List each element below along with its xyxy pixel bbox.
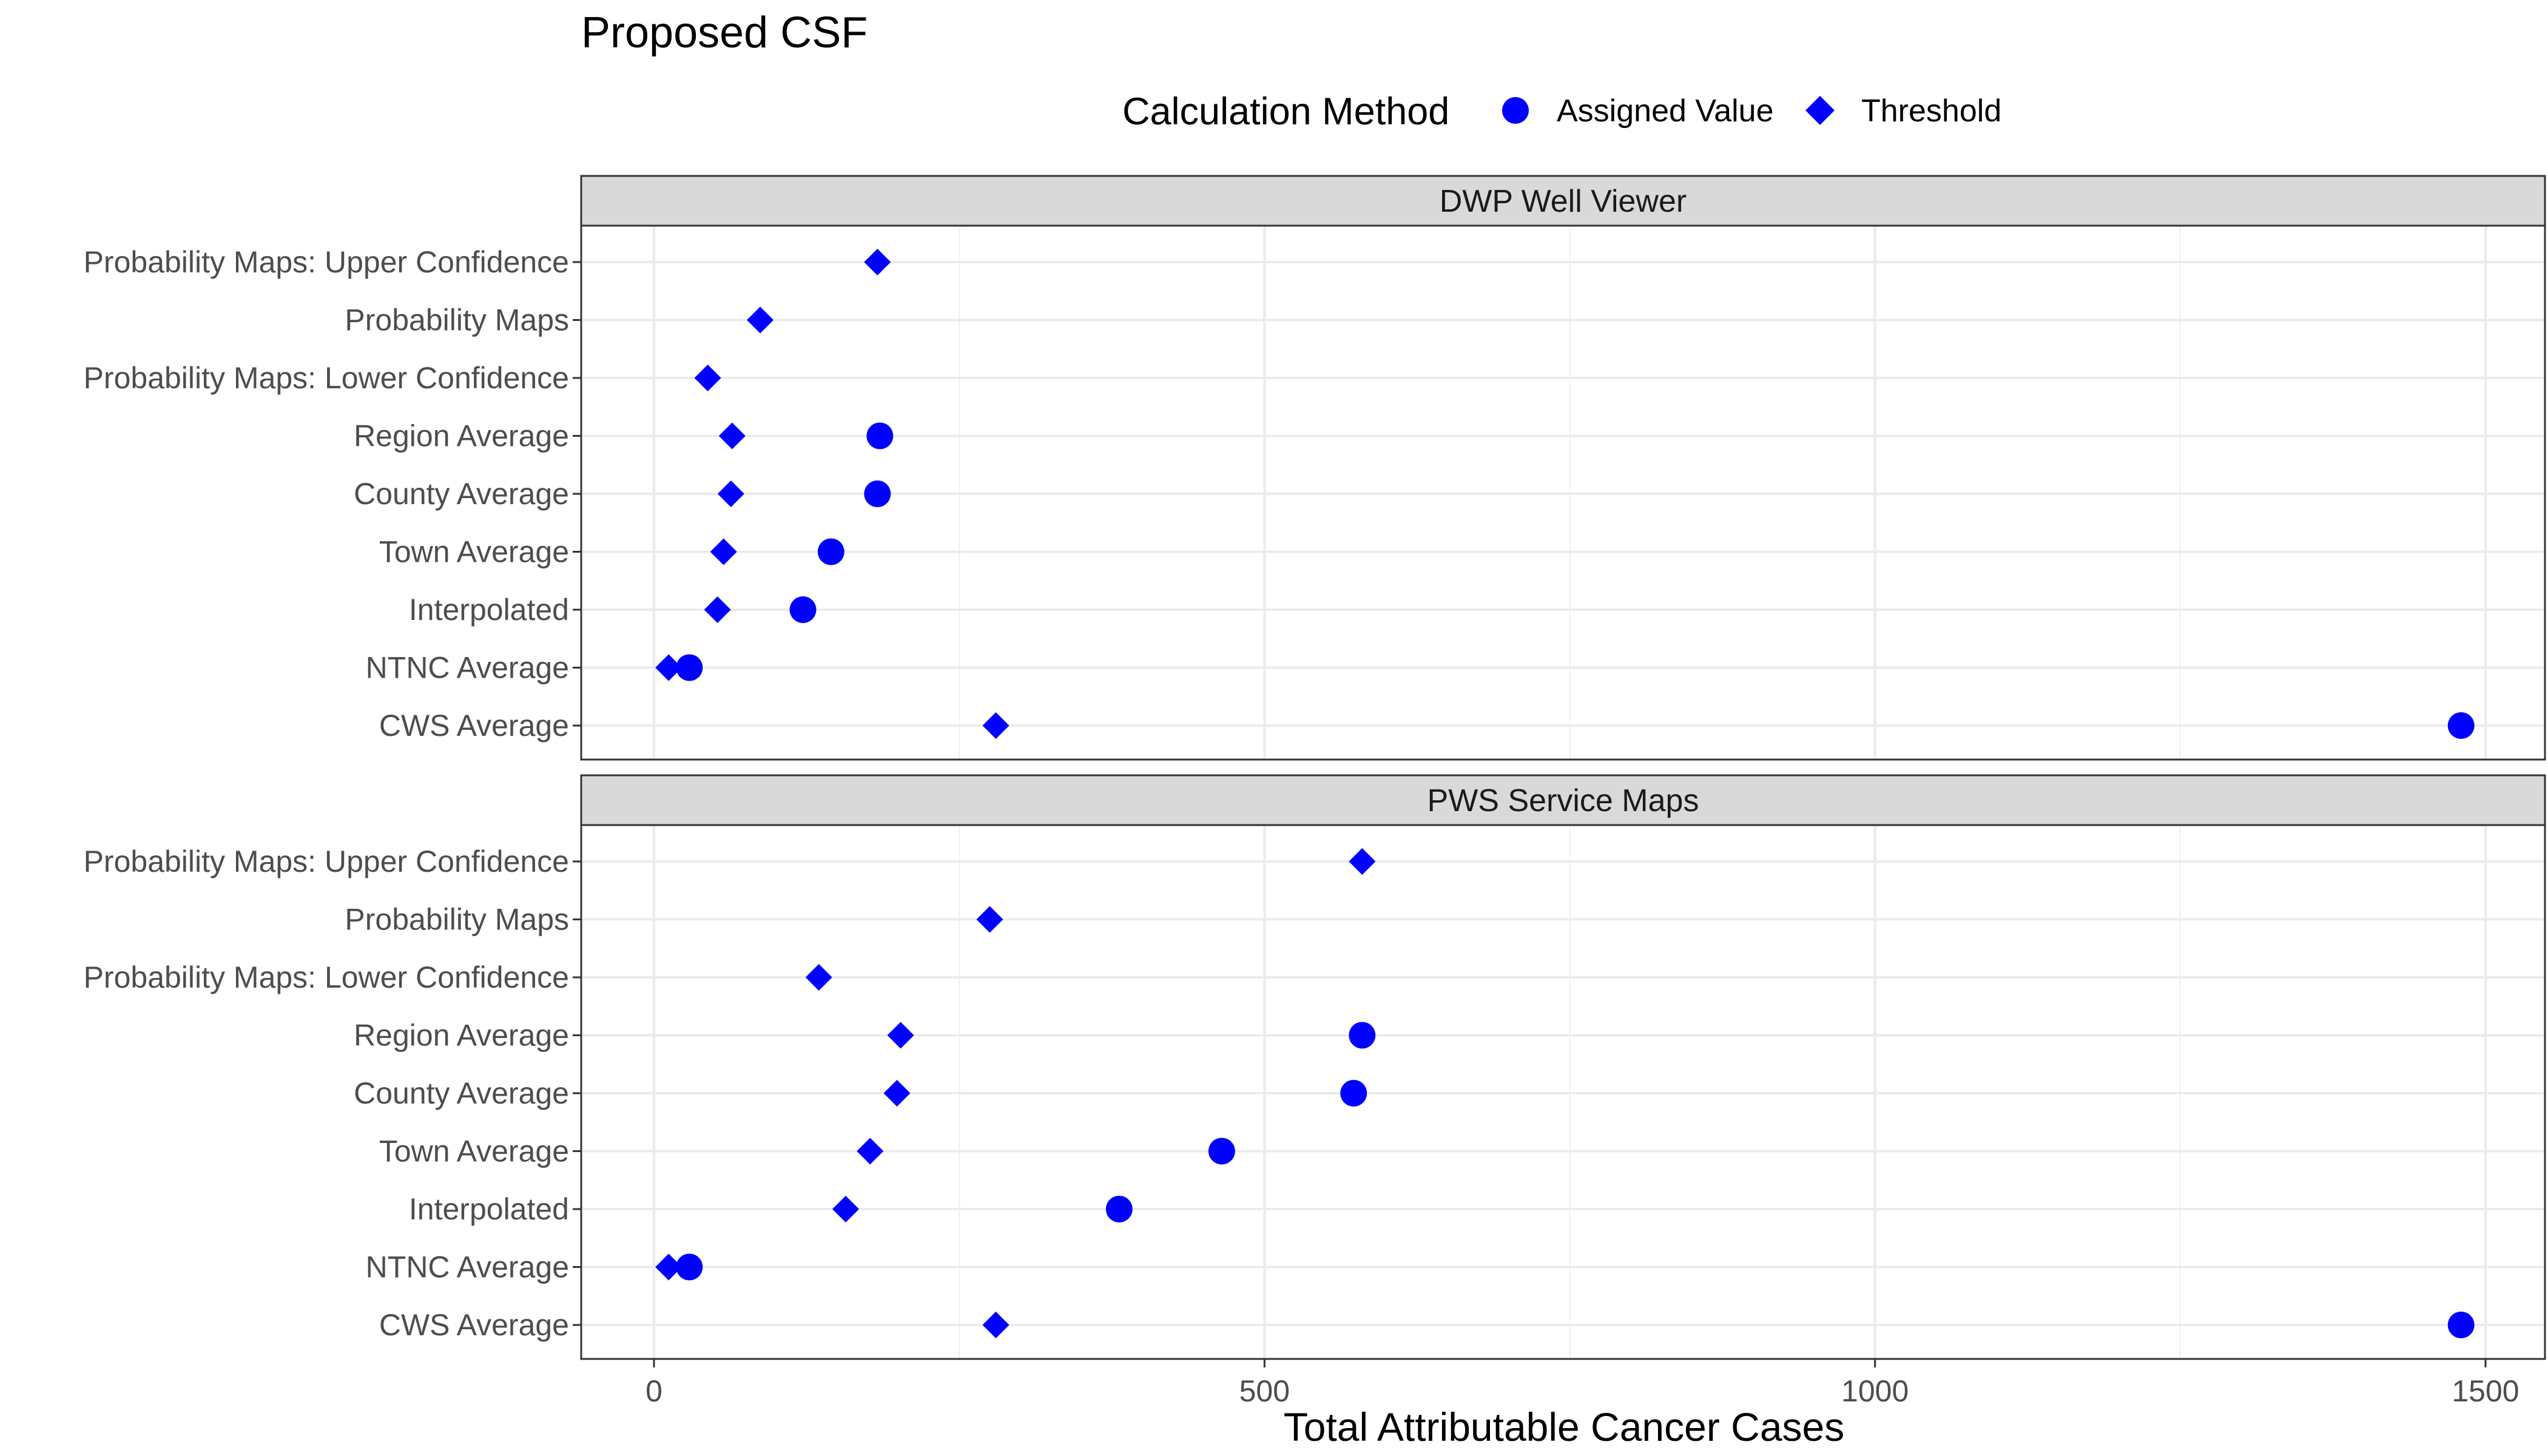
threshold-point bbox=[704, 596, 731, 623]
y-tick-label: Probability Maps: Upper Confidence bbox=[84, 245, 569, 279]
assigned-value-point bbox=[1340, 1080, 1367, 1107]
y-tick-label: Probability Maps: Upper Confidence bbox=[84, 844, 569, 878]
x-axis: 0 500 1000 1500 bbox=[645, 1359, 2519, 1408]
threshold-point bbox=[694, 365, 721, 391]
threshold-point bbox=[710, 538, 737, 565]
threshold-point bbox=[655, 654, 682, 681]
threshold-point bbox=[747, 306, 774, 334]
facet-panels: DWP Well Viewer Probability Maps: Upper C… bbox=[84, 175, 2546, 1360]
y-tick-label: Town Average bbox=[379, 1134, 569, 1168]
threshold-point bbox=[718, 422, 746, 450]
threshold-point bbox=[883, 1080, 911, 1107]
chart-title: Proposed CSF bbox=[581, 8, 868, 57]
assigned-value-point bbox=[1349, 1022, 1376, 1049]
threshold-point bbox=[982, 712, 1009, 739]
threshold-point bbox=[887, 1022, 914, 1049]
y-tick-label: Region Average bbox=[354, 419, 569, 453]
gridlines bbox=[581, 825, 2545, 1359]
facet-strip bbox=[580, 774, 2546, 826]
x-tick-label: 1500 bbox=[2452, 1374, 2519, 1408]
assigned-value-point bbox=[676, 1253, 703, 1281]
panel-border bbox=[580, 824, 2546, 1360]
y-tick-label: Town Average bbox=[379, 535, 569, 569]
assigned-value-point bbox=[1208, 1138, 1235, 1165]
assigned-value-point bbox=[1105, 1196, 1133, 1222]
threshold-point bbox=[655, 1253, 682, 1281]
facet-strip-label: PWS Service Maps bbox=[1427, 783, 1699, 818]
threshold-point bbox=[1349, 848, 1376, 875]
y-tick-label: Probability Maps bbox=[345, 303, 569, 337]
threshold-point bbox=[864, 249, 891, 275]
y-tick-label: Probability Maps bbox=[345, 903, 569, 937]
data-points bbox=[655, 848, 2475, 1338]
y-tick-label: Interpolated bbox=[409, 1192, 569, 1226]
y-tick-label: CWS Average bbox=[379, 709, 569, 743]
x-tick-label: 1000 bbox=[1841, 1374, 1909, 1408]
panel-pws-service-maps: PWS Service Maps Probability Maps: Upper … bbox=[84, 774, 2546, 1360]
y-tick-label: NTNC Average bbox=[366, 1250, 569, 1284]
legend-label-assigned-value: Assigned Value bbox=[1557, 93, 1774, 129]
legend-circle-marker bbox=[1502, 97, 1529, 124]
gridlines bbox=[581, 226, 2545, 760]
x-tick-label: 0 bbox=[645, 1374, 662, 1408]
y-tick-label: CWS Average bbox=[379, 1308, 569, 1342]
assigned-value-point bbox=[866, 422, 894, 450]
assigned-value-point bbox=[2447, 1312, 2475, 1338]
y-tick-label: NTNC Average bbox=[366, 651, 569, 685]
legend-title: Calculation Method bbox=[1122, 90, 1449, 133]
assigned-value-point bbox=[864, 480, 891, 507]
y-tick-label: County Average bbox=[354, 1076, 569, 1110]
legend-label-threshold: Threshold bbox=[1861, 93, 2001, 129]
threshold-point bbox=[832, 1196, 859, 1222]
assigned-value-point bbox=[789, 596, 817, 623]
panel-border bbox=[580, 224, 2546, 761]
threshold-point bbox=[976, 906, 1003, 933]
threshold-point bbox=[982, 1312, 1009, 1338]
x-tick-label: 500 bbox=[1239, 1374, 1290, 1408]
y-tick-label: Region Average bbox=[354, 1019, 569, 1053]
threshold-point bbox=[717, 480, 744, 507]
threshold-point bbox=[805, 964, 832, 991]
legend-diamond-marker bbox=[1805, 96, 1835, 125]
facet-strip bbox=[580, 175, 2546, 227]
x-axis-title: Total Attributable Cancer Cases bbox=[1284, 1404, 1844, 1449]
legend: Calculation Method Assigned Value Thresh… bbox=[1122, 90, 2001, 133]
y-tick-label: County Average bbox=[354, 477, 569, 511]
panel-dwp-well-viewer: DWP Well Viewer Probability Maps: Upper C… bbox=[84, 175, 2546, 761]
y-tick-label: Probability Maps: Lower Confidence bbox=[84, 361, 569, 395]
data-points bbox=[655, 249, 2475, 739]
assigned-value-point bbox=[2447, 712, 2475, 739]
threshold-point bbox=[857, 1138, 884, 1165]
y-tick-label: Interpolated bbox=[409, 593, 569, 627]
assigned-value-point bbox=[817, 538, 844, 565]
facet-strip-label: DWP Well Viewer bbox=[1440, 184, 1687, 219]
assigned-value-point bbox=[676, 654, 703, 681]
y-tick-label: Probability Maps: Lower Confidence bbox=[84, 960, 569, 994]
